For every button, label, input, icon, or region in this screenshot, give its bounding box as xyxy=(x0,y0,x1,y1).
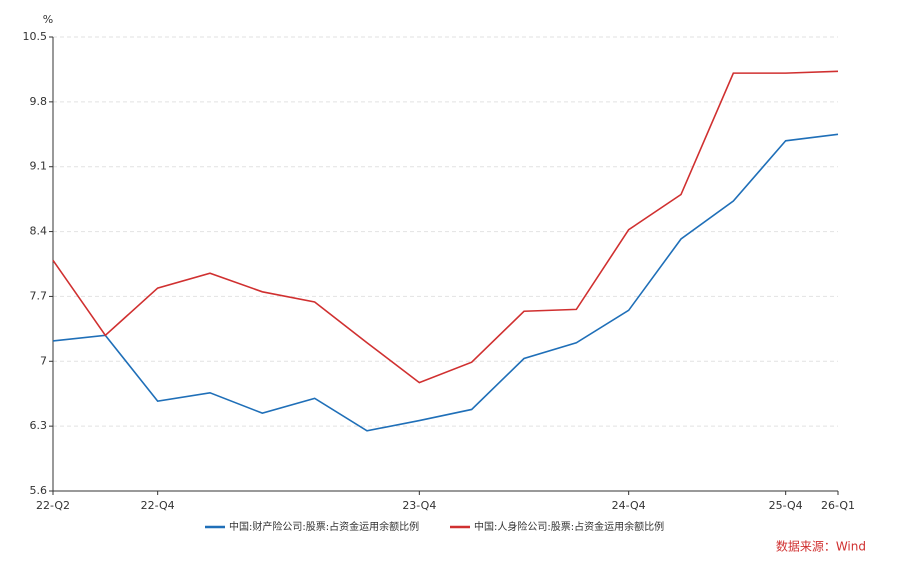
y-tick-label: 10.5 xyxy=(23,30,48,43)
x-tick-label: 25-Q4 xyxy=(769,499,803,512)
x-tick-label: 22-Q2 xyxy=(36,499,70,512)
y-tick-label: 9.8 xyxy=(30,95,48,108)
x-tick-label: 23-Q4 xyxy=(402,499,436,512)
y-tick-label: 7.7 xyxy=(30,289,48,302)
y-tick-label: 8.4 xyxy=(30,225,48,238)
x-tick-label: 24-Q4 xyxy=(612,499,646,512)
x-tick-label: 26-Q1 xyxy=(821,499,855,512)
x-tick-label: 22-Q4 xyxy=(141,499,175,512)
source: 数据来源：Wind xyxy=(776,539,866,554)
y-tick-label: 5.6 xyxy=(30,484,48,497)
y-tick-label: 7 xyxy=(40,354,47,367)
y-tick-label: 9.1 xyxy=(30,160,48,173)
y-unit: % xyxy=(43,13,53,26)
series-line xyxy=(52,70,839,384)
legend-label: 中国:人身险公司:股票:占资金运用余额比例 xyxy=(474,520,664,533)
series-line xyxy=(52,133,839,432)
y-tick-label: 6.3 xyxy=(30,419,48,432)
legend-label: 中国:财产险公司:股票:占资金运用余额比例 xyxy=(229,520,419,533)
